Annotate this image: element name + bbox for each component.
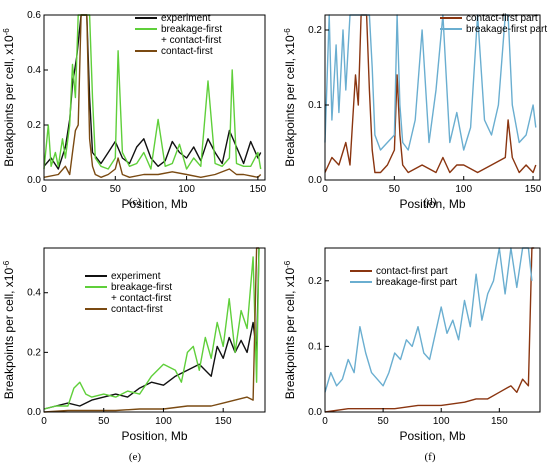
x-tick-label: 50: [98, 416, 110, 427]
series-line-0: [43, 247, 260, 410]
legend-label-2: contact-first: [111, 304, 163, 315]
x-tick-label: 150: [491, 416, 508, 427]
y-tick-label: 0.2: [27, 120, 41, 131]
y-tick-label: 0.4: [27, 288, 41, 299]
y-tick-label: 0.0: [27, 175, 41, 186]
x-tick-label: 50: [389, 184, 401, 195]
legend-label-0: experiment: [111, 271, 161, 282]
x-tick-label: 0: [41, 416, 47, 427]
legend-label-1-cont: + contact-first: [161, 35, 222, 46]
plot-frame: [324, 247, 541, 413]
legend-label-2: contact-first: [161, 46, 213, 57]
x-tick-label: 100: [455, 184, 472, 195]
y-axis-label: Breakpoints per cell, x10-6: [2, 260, 17, 399]
series-line-1: [43, 247, 260, 410]
x-tick-label: 100: [155, 416, 172, 427]
chart-panel-3: 0 50 100 150 0.0 0.1 0.2 Position, Mb Breakpoint…: [283, 247, 541, 463]
legend-label-1: breakage-first: [111, 282, 172, 293]
series-line-2: [43, 14, 262, 179]
panel-label: (e): [129, 451, 142, 463]
panel-label: (c): [129, 196, 142, 208]
legend-label-1: breakage-first part: [466, 24, 547, 35]
x-tick-label: 0: [322, 184, 328, 195]
x-tick-label: 150: [215, 416, 232, 427]
x-axis-label: Position, Mb: [399, 429, 465, 443]
y-axis-exponent: -6: [2, 260, 11, 268]
y-tick-label: 0.0: [308, 407, 322, 418]
x-tick-label: 0: [41, 184, 47, 195]
legend-label-1-cont: + contact-first: [111, 293, 172, 304]
series-line-0: [324, 14, 537, 174]
chart-panel-0: 0 50 100 150 0.0 0.2 0.4 0.6 Position, Mb Breakpo…: [2, 10, 267, 211]
y-tick-label: 0.2: [308, 25, 322, 36]
y-tick-label: 0.4: [27, 65, 41, 76]
y-tick-label: 0.0: [27, 407, 41, 418]
y-tick-label: 0.2: [308, 276, 322, 287]
x-axis-label: Position, Mb: [121, 197, 187, 211]
panel-label: (f): [425, 451, 436, 463]
y-tick-label: 0.2: [27, 347, 41, 358]
y-axis-label: Breakpoints per cell, x10-6: [283, 260, 298, 399]
series-line-0: [43, 14, 262, 170]
y-axis-exponent: -6: [283, 260, 292, 268]
x-axis-label: Position, Mb: [121, 429, 187, 443]
legend-label-0: experiment: [161, 13, 211, 24]
y-axis-exponent: -6: [2, 28, 11, 36]
legend-label-0: contact-first part: [376, 266, 448, 277]
y-axis-label: Breakpoints per cell, x10-6: [2, 28, 17, 167]
legend-label-1: breakage-first: [161, 24, 222, 35]
x-tick-label: 0: [322, 416, 328, 427]
series-line-1: [43, 14, 262, 170]
plot-frame: [43, 247, 266, 413]
x-tick-label: 50: [378, 416, 390, 427]
x-tick-label: 150: [250, 184, 267, 195]
panel-label: (d): [424, 196, 437, 208]
plot-frame: [324, 14, 541, 181]
legend-label-0: contact-first part: [466, 13, 538, 24]
x-tick-label: 50: [110, 184, 122, 195]
x-tick-label: 150: [525, 184, 542, 195]
y-tick-label: 0.6: [27, 10, 41, 21]
y-tick-label: 0.1: [308, 341, 322, 352]
series-line-2: [43, 247, 259, 413]
x-axis-label: Position, Mb: [399, 197, 465, 211]
x-tick-label: 100: [433, 416, 450, 427]
legend-label-1: breakage-first part: [376, 277, 457, 288]
x-tick-label: 100: [178, 184, 195, 195]
y-tick-label: 0.1: [308, 100, 322, 111]
plot-frame: [43, 14, 266, 181]
chart-panel-1: 0 50 100 150 0.0 0.1 0.2 Position, Mb Breakpoint…: [283, 13, 548, 211]
y-tick-label: 0.0: [308, 175, 322, 186]
y-axis-exponent: -6: [283, 28, 292, 36]
y-axis-label: Breakpoints per cell, x10-6: [283, 28, 298, 167]
chart-panel-2: 0 50 100 150 0.0 0.2 0.4 Position, Mb Breakpoint…: [2, 247, 266, 463]
